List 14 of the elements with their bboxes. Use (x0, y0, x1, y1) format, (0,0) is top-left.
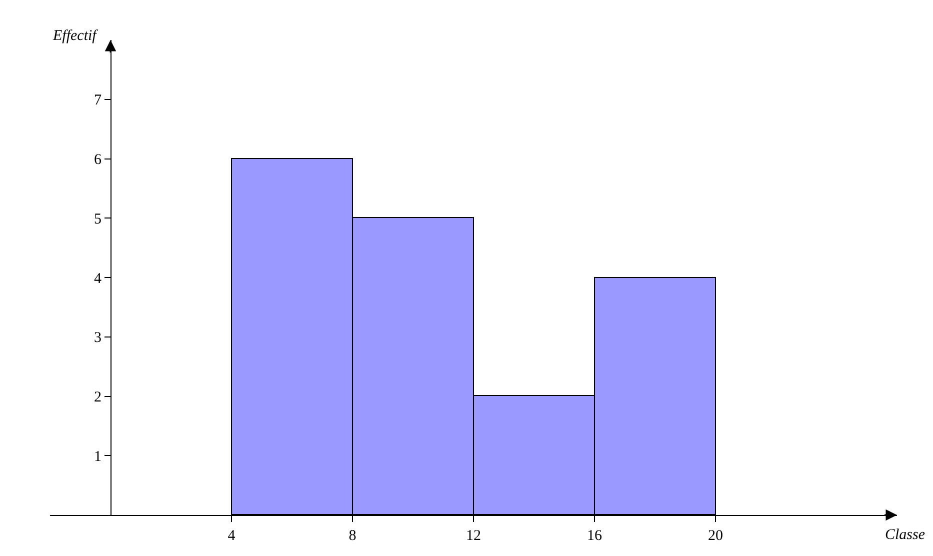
y-tick-label: 6 (94, 152, 102, 168)
y-axis-title: Effectif (52, 28, 98, 44)
y-tick-label: 1 (94, 448, 102, 465)
x-tick-label: 4 (228, 528, 236, 544)
x-tick-label: 8 (348, 528, 356, 544)
y-tick-label: 7 (94, 92, 102, 109)
y-tick-label: 4 (94, 270, 102, 287)
y-tick-label: 2 (94, 390, 102, 406)
y-tick-label: 5 (94, 211, 102, 228)
x-axis-title: Classe (885, 527, 926, 543)
x-tick-label: 12 (466, 528, 481, 544)
x-tick-label: 16 (587, 528, 602, 544)
y-tick-label: 3 (94, 330, 102, 346)
x-tick-label: 20 (708, 528, 723, 544)
